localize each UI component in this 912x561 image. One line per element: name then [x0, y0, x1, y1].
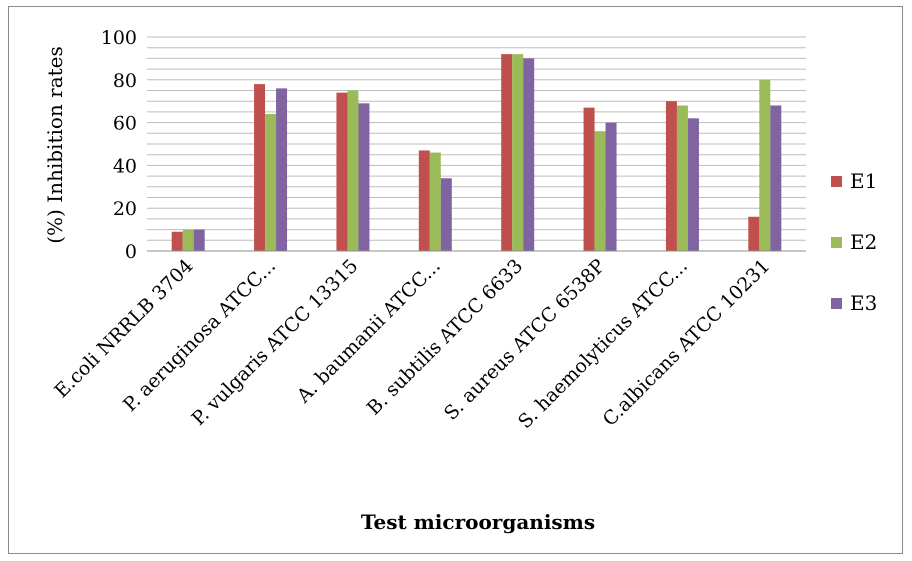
- x-tick-label: P. aeruginosa ATCC...: [119, 255, 280, 416]
- x-tick-label: S. aureus ATCC 6538P: [440, 255, 610, 425]
- x-tick-label: E.coli NRRLB 3704: [50, 255, 197, 402]
- bar-e1: [501, 54, 513, 252]
- bar-e2: [594, 131, 606, 251]
- bar-e2: [182, 229, 194, 251]
- bar-e2: [759, 79, 771, 251]
- legend-label-e1: E1: [850, 169, 877, 193]
- bar-e1: [171, 231, 183, 251]
- bar-e3: [770, 105, 782, 251]
- bar-e2: [347, 90, 359, 251]
- bar-e2: [429, 152, 441, 251]
- gridlines: [147, 36, 806, 241]
- bar-e3: [687, 118, 699, 251]
- x-tick-label: A. baumanii ATCC...: [292, 255, 445, 408]
- bar-e3: [440, 178, 452, 251]
- legend-swatch-e3: [831, 298, 842, 309]
- x-tick-label: C.albicans ATCC 10231: [599, 255, 775, 431]
- y-tick-label: 0: [125, 241, 137, 263]
- bar-e1: [748, 216, 760, 251]
- bars: [171, 54, 782, 252]
- y-tick-label: 60: [113, 113, 137, 135]
- chart-frame: [8, 6, 903, 554]
- x-axis-title: Test microorganisms: [361, 510, 595, 534]
- legend-swatch-e2: [831, 237, 842, 248]
- y-tick-label: 80: [113, 70, 137, 92]
- bar-e1: [583, 107, 595, 252]
- y-tick-label: 100: [101, 27, 137, 49]
- x-tick-label: S. haemolyticus ATCC...: [514, 255, 692, 433]
- bar-e1: [336, 92, 348, 251]
- y-tick-label: 20: [113, 198, 137, 220]
- bar-e3: [605, 122, 617, 251]
- legend-label-e2: E2: [850, 230, 877, 254]
- legend-label-e3: E3: [850, 291, 877, 315]
- bar-e1: [665, 101, 677, 251]
- legend: E1 E2 E3: [831, 169, 877, 315]
- bar-e2: [676, 105, 688, 251]
- legend-swatch-e1: [831, 176, 842, 187]
- bar-e3: [523, 58, 535, 252]
- bar-e1: [418, 150, 430, 251]
- y-tick-labels: 0 20 40 60 80 100: [101, 27, 137, 263]
- bar-e2: [265, 114, 277, 251]
- bar-e1: [254, 84, 266, 251]
- y-tick-label: 40: [113, 155, 137, 177]
- x-tick-label: P. vulgaris ATCC 13315: [188, 255, 363, 430]
- bar-e3: [276, 88, 288, 251]
- bar-e2: [512, 54, 524, 252]
- y-axis-title: (%) Inhibition rates: [43, 46, 67, 244]
- bar-e3: [193, 229, 205, 251]
- bar-e3: [358, 103, 370, 251]
- x-tick-label: B. subtilis ATCC 6633: [363, 255, 528, 420]
